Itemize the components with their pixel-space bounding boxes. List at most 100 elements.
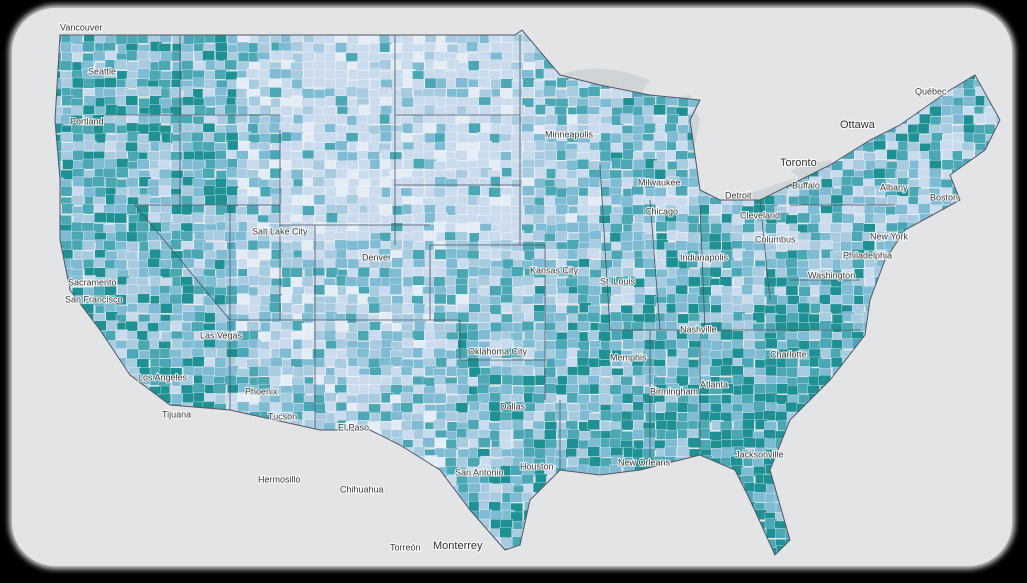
- county-cell: [180, 231, 194, 242]
- county-cell: [72, 176, 85, 187]
- county-cell: [687, 437, 701, 448]
- county-cell: [390, 303, 404, 315]
- county-cell: [270, 50, 283, 61]
- county-cell: [347, 169, 360, 180]
- county-cell: [103, 240, 116, 251]
- county-cell: [368, 358, 381, 369]
- county-cell: [422, 437, 435, 448]
- county-cell: [808, 375, 821, 387]
- county-cell: [411, 420, 424, 431]
- county-cell: [599, 293, 613, 304]
- county-cell: [622, 293, 636, 304]
- county-cell: [478, 492, 491, 503]
- county-cell: [477, 437, 491, 448]
- county-cell: [621, 329, 634, 340]
- county-cell: [665, 401, 678, 413]
- county-cell: [281, 78, 294, 89]
- county-cell: [170, 239, 183, 250]
- county-cell: [258, 266, 272, 277]
- county-cell: [444, 323, 458, 334]
- county-cell: [193, 392, 207, 403]
- county-cell: [490, 248, 503, 260]
- county-cell: [345, 410, 358, 422]
- county-cell: [159, 168, 172, 180]
- county-cell: [379, 312, 392, 323]
- county-cell: [576, 105, 589, 116]
- county-cell: [224, 104, 237, 116]
- county-cell: [490, 322, 503, 333]
- county-cell: [83, 95, 97, 106]
- county-cell: [368, 329, 381, 341]
- county-cell: [522, 86, 535, 98]
- county-cell: [303, 365, 316, 376]
- county-cell: [467, 150, 480, 161]
- county-cell: [468, 501, 481, 512]
- county-cell: [467, 205, 480, 217]
- county-cell: [115, 34, 129, 45]
- county-cell: [335, 78, 348, 90]
- county-cell: [521, 131, 534, 142]
- county-cell: [555, 204, 569, 215]
- county-cell: [334, 258, 348, 269]
- county-cell: [851, 231, 864, 242]
- county-cell: [445, 410, 458, 422]
- county-cell: [731, 365, 744, 376]
- county-cell: [422, 348, 435, 359]
- county-cell: [269, 159, 282, 170]
- county-cell: [785, 401, 798, 413]
- county-cell: [544, 312, 557, 324]
- county-cell: [752, 266, 765, 277]
- county-cell: [138, 194, 151, 205]
- map[interactable]: Vancouver Seattle Portland Sacramento Sa…: [12, 8, 1012, 566]
- county-cell: [215, 194, 228, 205]
- county-cell: [93, 50, 106, 62]
- county-cell: [478, 77, 491, 89]
- county-cell: [543, 68, 557, 80]
- county-cell: [578, 232, 592, 243]
- county-cell: [819, 294, 832, 305]
- county-cell: [400, 59, 413, 70]
- county-cell: [126, 61, 139, 72]
- county-cell: [435, 384, 448, 395]
- county-cell: [632, 240, 645, 251]
- county-cell: [676, 275, 689, 286]
- county-cell: [577, 177, 590, 188]
- county-cell: [116, 158, 129, 169]
- county-cell: [224, 375, 237, 386]
- county-cell: [224, 59, 237, 71]
- county-cell: [521, 321, 535, 332]
- county-cell: [380, 131, 393, 142]
- county-cell: [335, 140, 348, 152]
- county-cell: [511, 266, 524, 277]
- county-cell: [292, 194, 305, 206]
- county-cell: [599, 447, 613, 458]
- county-cell: [413, 158, 426, 169]
- county-cell: [600, 251, 613, 262]
- county-cell: [544, 150, 557, 161]
- county-cell: [412, 113, 425, 125]
- county-cell: [742, 403, 755, 414]
- county-cell: [148, 267, 161, 278]
- county-cell: [499, 430, 512, 441]
- county-cell: [688, 367, 701, 378]
- county-cell: [335, 124, 348, 136]
- county-cell: [653, 140, 667, 151]
- county-cell: [711, 340, 724, 351]
- county-cell: [643, 437, 656, 449]
- county-cell: [213, 383, 227, 394]
- county-cell: [279, 347, 292, 359]
- county-cell: [445, 105, 458, 116]
- county-cell: [158, 185, 172, 196]
- county-cell: [82, 203, 95, 215]
- county-cell: [125, 105, 139, 116]
- county-cell: [126, 294, 139, 305]
- county-cell: [138, 59, 151, 70]
- county-cell: [72, 77, 85, 89]
- county-cell: [346, 43, 359, 55]
- county-cell: [609, 384, 622, 395]
- county-cell: [62, 159, 75, 170]
- county-cell: [523, 285, 537, 296]
- county-cell: [181, 293, 194, 304]
- county-cell: [400, 375, 414, 386]
- county-cell: [324, 230, 337, 241]
